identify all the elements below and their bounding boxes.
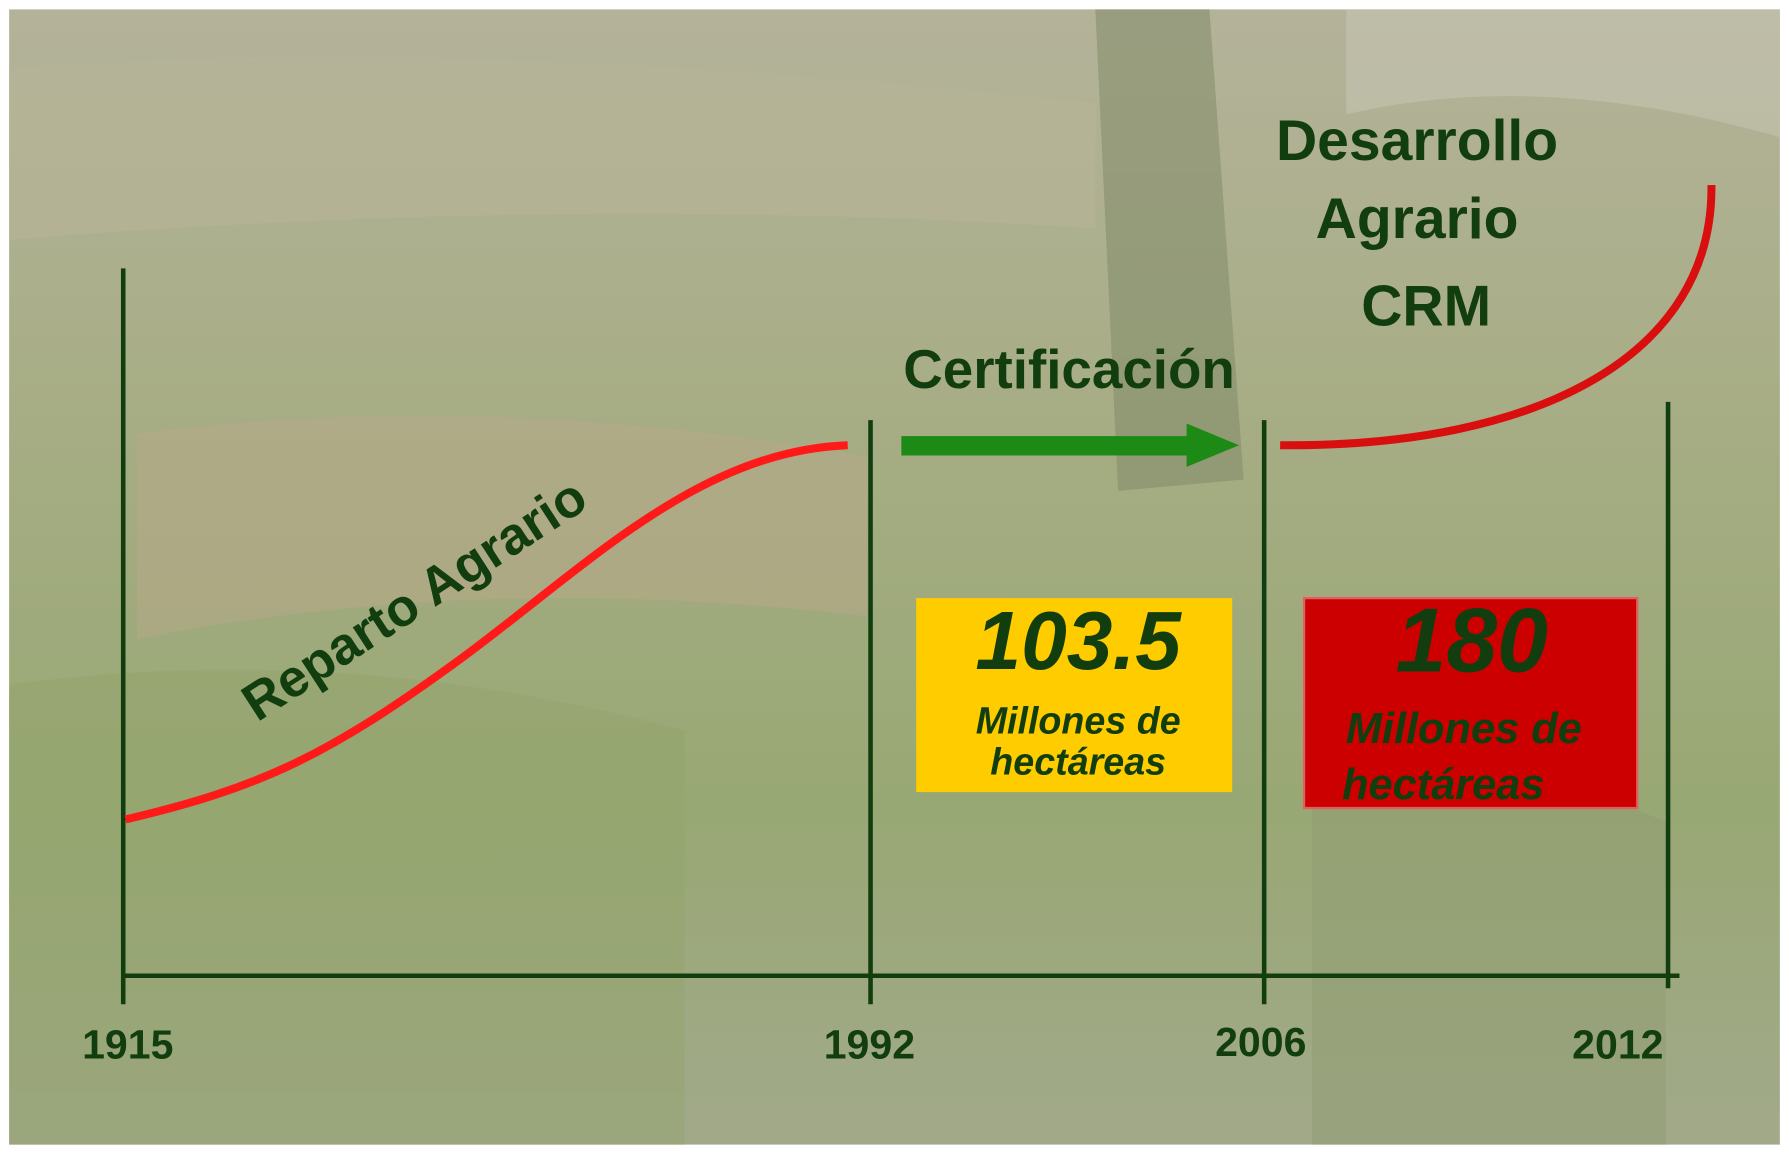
box-caption: hectáreas <box>1342 761 1544 809</box>
box-value: 180 <box>1396 589 1548 691</box>
area-box: 103.5 Millones de hectáreas <box>916 596 1232 792</box>
box-caption: hectáreas <box>990 741 1166 783</box>
phase-label: Desarrollo <box>1276 109 1558 173</box>
box-value: 103.5 <box>975 596 1182 687</box>
year-label: 2006 <box>1215 1019 1306 1065</box>
year-label: 1915 <box>82 1021 173 1067</box>
year-label: 1992 <box>824 1021 915 1067</box>
box-caption: Millones de <box>1346 705 1582 753</box>
phase-label: CRM <box>1361 275 1491 339</box>
phase-label: Certificación <box>903 338 1235 400</box>
phase-label: Agrario <box>1316 187 1519 251</box>
box-caption: Millones de <box>976 700 1181 742</box>
area-box: 180 Millones de hectáreas <box>1304 589 1637 809</box>
year-label: 2012 <box>1572 1021 1663 1067</box>
slide: 1915 1992 2006 2012 Reparto Agrario Cert… <box>0 0 1789 1154</box>
